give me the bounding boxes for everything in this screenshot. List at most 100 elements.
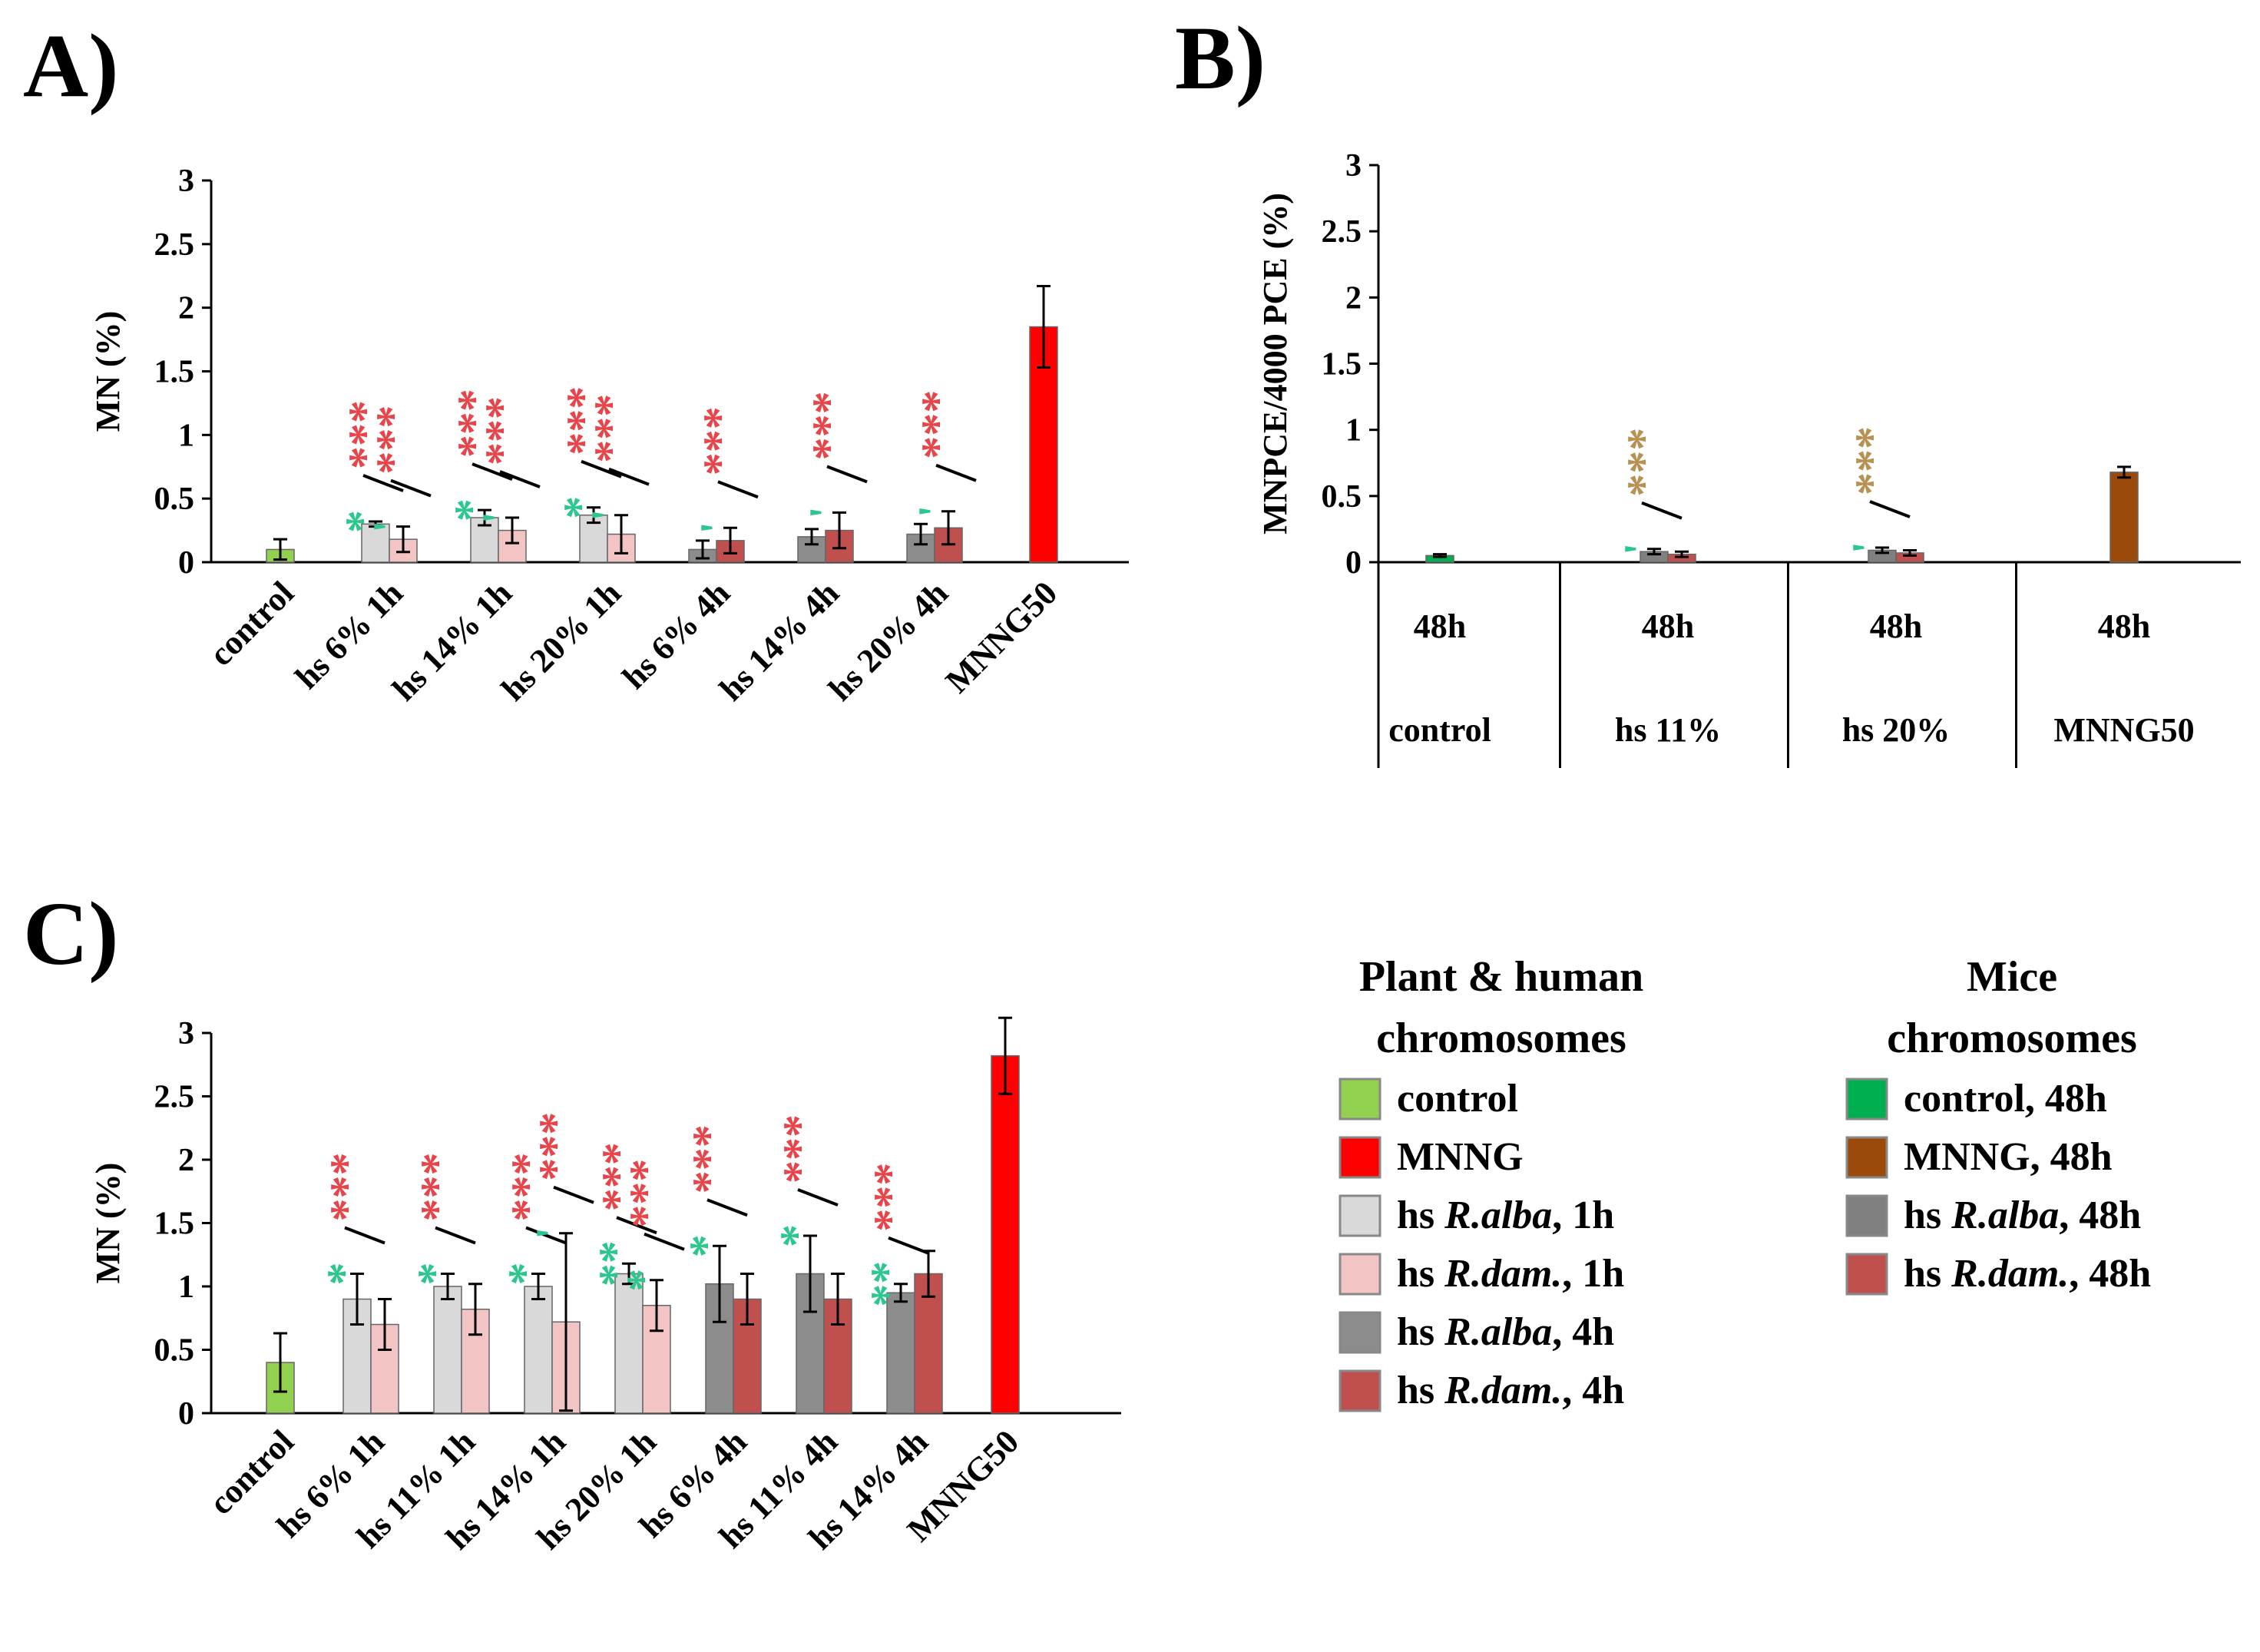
legend: Plant & human chromosomes Mice chromosom…: [1338, 953, 2151, 1412]
y-tick-label: 0: [178, 1396, 194, 1432]
bar: [886, 1292, 915, 1414]
significance-stars: ***: [558, 386, 608, 455]
x-tick-label: MNNG50: [938, 574, 1064, 700]
significance-stars: ***: [694, 406, 745, 475]
bar: [2109, 472, 2139, 563]
y-tick-label: 2.5: [1322, 214, 1362, 250]
significance-stars: ***: [593, 1142, 644, 1211]
legend-swatch: [1845, 1194, 1888, 1237]
y-tick-label: 3: [1345, 148, 1362, 184]
significance-line: [472, 462, 513, 481]
legend-swatch: [1338, 1311, 1381, 1354]
significance-green: *: [554, 496, 605, 519]
x-tick-label: hs 20% 4h: [821, 574, 955, 708]
significance-line: [706, 1198, 748, 1217]
significance-line: [608, 467, 650, 486]
bar: [266, 1362, 295, 1414]
significance-line: [362, 474, 404, 492]
y-tick-label: 2: [178, 1143, 194, 1178]
significance-line: [581, 459, 622, 478]
panel-label-c: C): [23, 883, 119, 984]
time-label: 48h: [1414, 607, 1466, 645]
legend-label: MNNG: [1397, 1135, 1524, 1179]
significance-green: ': [473, 511, 524, 525]
y-tick-label: 0.5: [1322, 479, 1362, 515]
significance-green: ': [1615, 542, 1666, 555]
significance-stars: ***: [339, 400, 390, 469]
significance-stars: ***: [1846, 426, 1897, 495]
significance-green: **: [590, 1240, 640, 1286]
bar: [361, 523, 390, 563]
significance-stars: ***: [683, 1124, 734, 1193]
significance-line: [1641, 501, 1683, 520]
y-tick-label: 1.5: [154, 1207, 195, 1242]
x-tick-label: MNNG50: [2053, 711, 2194, 749]
significance-stars: ***: [530, 1112, 581, 1181]
bar: [433, 1286, 462, 1414]
bar: [524, 1286, 553, 1414]
significance-green: *: [336, 510, 387, 533]
legend-swatch: [1338, 1078, 1381, 1121]
y-tick-label: 2.5: [154, 227, 195, 263]
x-tick-label: control: [1388, 711, 1491, 749]
x-tick-label: hs 14% 1h: [385, 574, 519, 708]
bar: [914, 1273, 943, 1414]
significance-stars: ***: [585, 394, 636, 463]
legend-swatch: [1845, 1253, 1888, 1296]
legend-plant-title: Plant & human: [1359, 953, 1643, 1001]
legend-swatch: [1338, 1253, 1381, 1296]
time-label: 48h: [1642, 607, 1694, 645]
significance-green: *: [617, 1269, 668, 1292]
significance-line: [499, 470, 541, 488]
significance-green: *: [445, 498, 496, 521]
significance-stars: ***: [367, 406, 418, 475]
legend-swatch: [1338, 1136, 1381, 1179]
y-tick-label: 1.5: [154, 355, 195, 390]
significance-line: [616, 1216, 657, 1235]
y-tick-label: 2: [178, 291, 194, 326]
y-tick-label: 0.5: [154, 1333, 195, 1369]
x-tick-label: hs 20%: [1842, 711, 1951, 749]
y-axis-title: MNPCE/4000 PCE (%): [1256, 193, 1294, 535]
x-tick-label: control: [202, 574, 301, 673]
significance-line: [344, 1226, 385, 1245]
legend-mice-subtitle: chromosomes: [1887, 1015, 2137, 1062]
significance-line: [717, 480, 759, 499]
y-tick-label: 1: [178, 418, 194, 453]
legend-mice-title: Mice: [1967, 953, 2057, 1001]
y-tick-label: 3: [178, 1016, 194, 1051]
panel-label-a: A): [23, 15, 119, 116]
y-tick-label: 1.5: [1322, 347, 1362, 382]
y-tick-label: 1: [1345, 413, 1362, 449]
legend-label: hs R.dam., 4h: [1397, 1369, 1624, 1412]
significance-green: *: [499, 1263, 550, 1286]
significance-stars: ***: [803, 391, 854, 460]
significance-line: [826, 465, 868, 484]
significance-line: [390, 478, 432, 498]
legend-plant-subtitle: chromosomes: [1376, 1015, 1626, 1062]
panel-label-b: B): [1175, 8, 1266, 108]
significance-green: *: [409, 1263, 459, 1286]
legend-label: MNNG, 48h: [1904, 1135, 2113, 1179]
y-tick-label: 2.5: [154, 1080, 195, 1115]
significance-green: ': [364, 520, 415, 533]
y-tick-label: 3: [178, 164, 194, 199]
x-tick-label: hs 11%: [1615, 711, 1721, 749]
significance-line: [935, 463, 977, 482]
y-tick-label: 0.5: [154, 482, 195, 517]
bar: [614, 1273, 644, 1414]
significance-green: ': [527, 1227, 577, 1240]
significance-green: *: [771, 1224, 822, 1247]
legend-label: control, 48h: [1904, 1077, 2107, 1121]
significance-stars: ***: [1618, 428, 1669, 497]
y-tick-label: 0: [178, 545, 194, 581]
significance-green: ': [691, 521, 742, 535]
significance-green: *: [318, 1263, 369, 1286]
x-tick-label: hs 14% 4h: [712, 574, 846, 708]
y-tick-label: 1: [178, 1270, 194, 1305]
significance-stars: ***: [476, 396, 527, 465]
legend-label: hs R.alba, 1h: [1397, 1193, 1614, 1237]
bar: [991, 1054, 1020, 1414]
significance-stars: ***: [865, 1163, 915, 1232]
